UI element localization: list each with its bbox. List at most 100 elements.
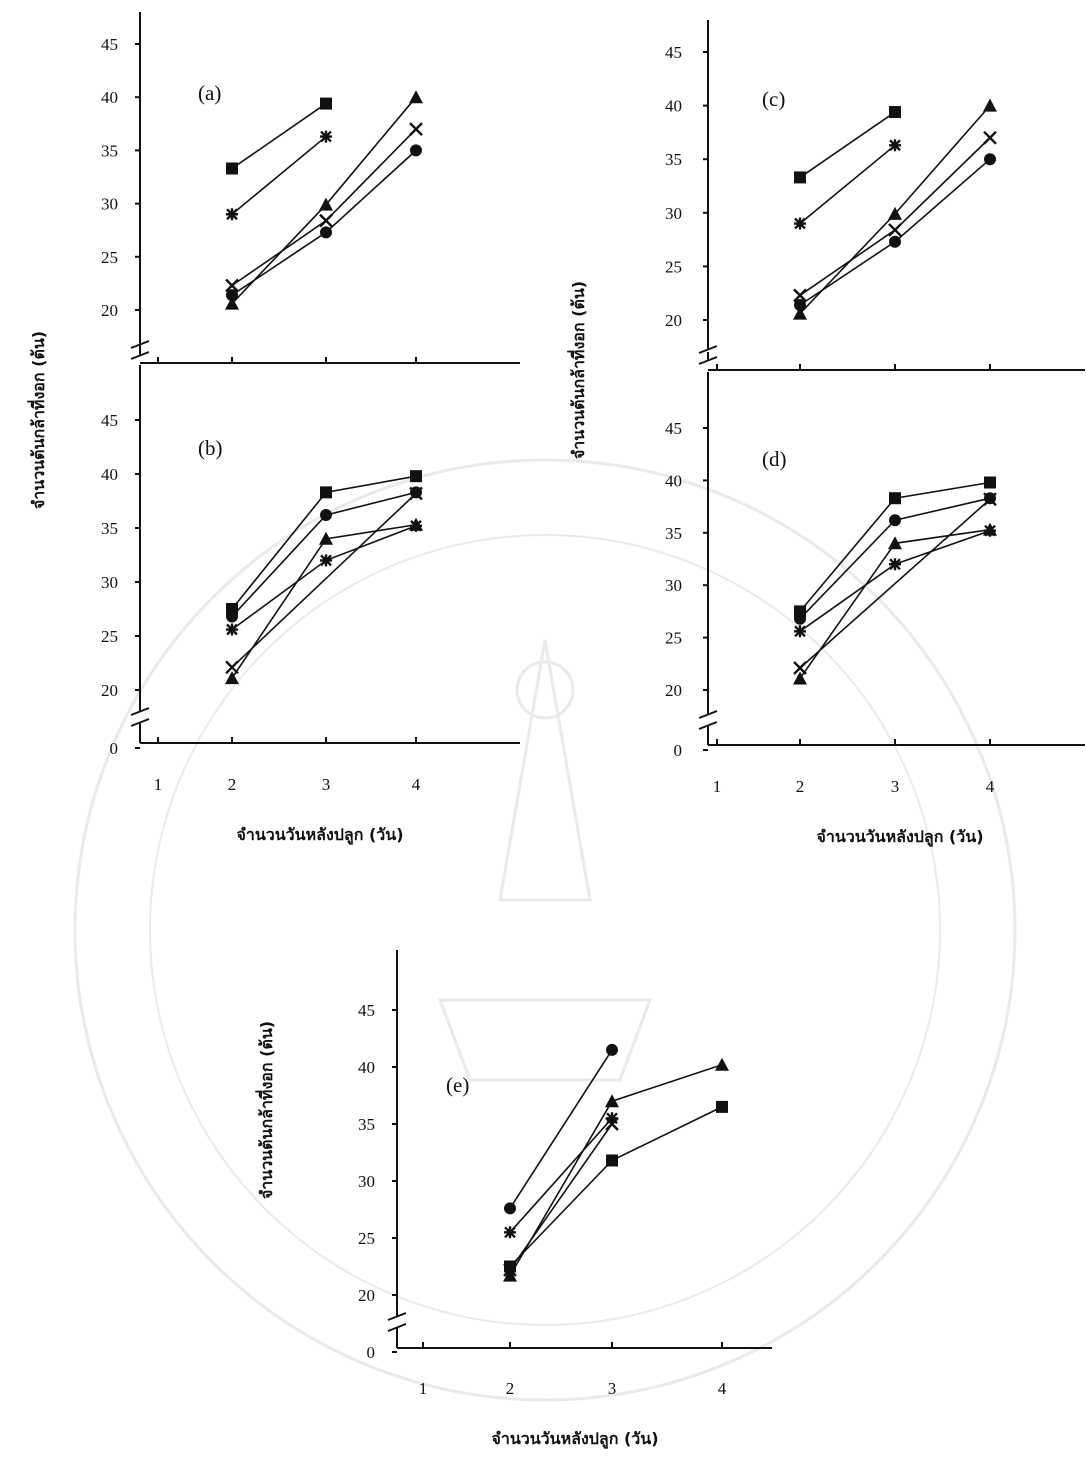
x-marker [605, 1117, 619, 1131]
series-line [799, 498, 991, 669]
circle-marker [794, 298, 806, 311]
triangle-marker [409, 517, 423, 531]
circle-marker [226, 610, 238, 623]
series-line [509, 1123, 613, 1271]
chart-panel: 20 25 30 35 40 45 (a) [101, 12, 520, 364]
triangle-marker [983, 522, 997, 536]
circle-marker [410, 144, 422, 157]
y-tick-label: 20 [358, 1286, 375, 1305]
y-tick-label: 35 [665, 150, 682, 169]
y-tick-label: 35 [665, 524, 682, 543]
x-tick-label: 2 [228, 775, 237, 794]
series-line [509, 1117, 613, 1233]
series-line [509, 1106, 723, 1268]
series-line [231, 492, 417, 668]
triangle-marker [225, 296, 239, 310]
square-marker [889, 106, 901, 119]
asterisk-marker [320, 554, 332, 567]
x-tick-label: 4 [718, 1379, 727, 1398]
triangle-marker [319, 197, 333, 211]
y-tick-label: 20 [665, 311, 682, 330]
triangle-marker [715, 1057, 729, 1071]
square-marker [226, 162, 238, 175]
square-marker [984, 476, 996, 489]
circle-marker [606, 1043, 618, 1056]
y-tick-label: 0 [674, 741, 683, 760]
circle-marker [984, 153, 996, 166]
right-x-axis-title: จำนวนวันหลังปลูก (วัน) [816, 827, 983, 848]
circle-marker [320, 226, 332, 239]
x-tick-label: 4 [412, 775, 421, 794]
square-marker [320, 97, 332, 110]
asterisk-marker [794, 625, 806, 638]
y-axis-break [387, 1312, 407, 1332]
y-tick-label: 45 [665, 43, 682, 62]
asterisk-marker [889, 139, 901, 152]
square-marker [410, 470, 422, 483]
panel-e-x-axis-title: จำนวนวันหลังปลูก (วัน) [491, 1429, 658, 1450]
square-marker [794, 171, 806, 184]
panel-label: (b) [198, 436, 223, 460]
square-marker [606, 1154, 618, 1167]
y-axis-break [130, 707, 150, 727]
triangle-marker [605, 1094, 619, 1108]
y-tick-label: 35 [101, 519, 118, 538]
y-tick-label: 30 [665, 576, 682, 595]
square-marker [504, 1260, 516, 1273]
circle-marker [794, 612, 806, 625]
triangle-marker [409, 90, 423, 104]
y-tick-label: 45 [358, 1001, 375, 1020]
square-marker [716, 1100, 728, 1113]
asterisk-marker [606, 1112, 618, 1125]
series-line [799, 144, 896, 225]
asterisk-marker [794, 217, 806, 230]
x-marker [225, 660, 239, 675]
chart-panel: 0 20 25 30 35 40 45 1 2 3 4 (e) [358, 950, 772, 1398]
panel-e-y-axis-title: จำนวนต้นกล้าที่งอก (ต้น) [255, 1021, 276, 1199]
y-tick-label: 40 [665, 97, 682, 116]
circle-marker [889, 514, 901, 527]
x-marker [319, 213, 333, 228]
triangle-marker [888, 206, 902, 220]
circle-marker [889, 235, 901, 248]
y-tick-label: 40 [358, 1058, 375, 1077]
y-tick-label: 25 [665, 629, 682, 648]
y-axis-break [698, 710, 718, 730]
panel-label: (a) [198, 81, 221, 105]
x-marker [888, 223, 902, 237]
y-tick-label: 20 [665, 681, 682, 700]
x-marker [793, 288, 807, 303]
y-tick-label: 0 [367, 1343, 376, 1362]
x-tick-label: 3 [322, 775, 331, 794]
y-tick-label: 25 [358, 1229, 375, 1248]
y-tick-label: 40 [665, 471, 682, 490]
triangle-marker [503, 1268, 517, 1282]
x-tick-label: 1 [154, 775, 163, 794]
y-tick-label: 25 [665, 257, 682, 276]
x-tick-label: 3 [891, 777, 900, 796]
chart-panel: 20 25 30 35 40 45 (c) [665, 20, 1085, 371]
x-marker [983, 130, 997, 145]
y-tick-label: 45 [101, 411, 118, 430]
x-marker [225, 278, 239, 293]
triangle-marker [225, 671, 239, 685]
y-tick-label: 25 [101, 627, 118, 646]
chart-panel: 0 20 25 30 35 40 45 1 2 3 4 (b) [101, 365, 520, 794]
y-tick-label: 45 [101, 35, 118, 54]
series-line [231, 96, 417, 305]
y-tick-label: 45 [665, 419, 682, 438]
x-tick-label: 2 [506, 1379, 515, 1398]
y-tick-label: 30 [101, 195, 118, 214]
asterisk-marker [504, 1226, 516, 1239]
circle-marker [504, 1202, 516, 1215]
x-tick-label: 1 [419, 1379, 428, 1398]
y-tick-label: 30 [101, 573, 118, 592]
left-y-axis-title: จำนวนต้นกล้าที่งอก (ต้น) [27, 331, 48, 509]
asterisk-marker [889, 558, 901, 571]
y-tick-label: 20 [101, 681, 118, 700]
y-tick-label: 40 [101, 88, 118, 107]
right-y-axis-title: จำนวนต้นกล้าที่งอก (ต้น) [567, 281, 588, 459]
series-line [799, 111, 896, 179]
